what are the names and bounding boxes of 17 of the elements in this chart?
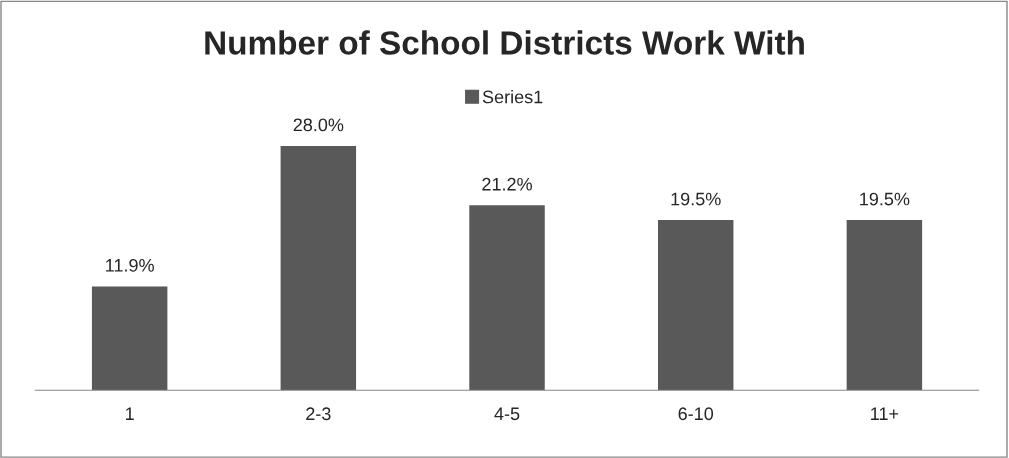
legend-label: Series1: [482, 90, 543, 104]
bar: [846, 220, 923, 391]
data-label: 11.9%: [106, 258, 154, 272]
x-tick-label: 2-3: [306, 407, 331, 421]
bar: [469, 205, 545, 391]
bar: [657, 220, 734, 391]
bar: [280, 145, 357, 391]
x-tick-label: 1: [126, 407, 134, 420]
data-label: 19.5%: [860, 192, 910, 206]
x-tick-label: 11+: [871, 407, 899, 420]
data-label: 21.2%: [482, 177, 532, 191]
x-tick-label: 4-5: [494, 407, 520, 421]
bar: [91, 286, 168, 391]
x-tick-label: 6-10: [678, 407, 714, 421]
data-label: 28.0%: [293, 118, 344, 132]
chart-title: Number of School Districts Work With: [205, 30, 804, 55]
data-label: 19.5%: [671, 192, 721, 206]
